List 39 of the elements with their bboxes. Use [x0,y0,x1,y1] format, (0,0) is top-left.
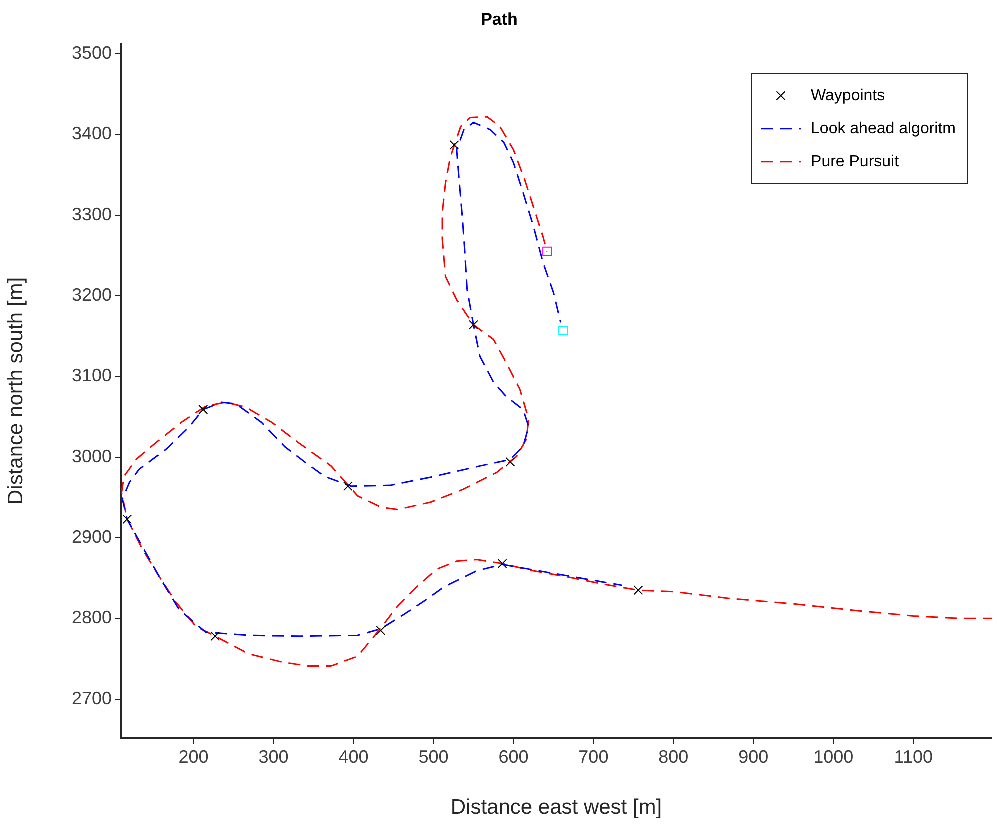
point [468,320,478,330]
x-tick-label: 1000 [814,746,854,767]
line-series [122,122,624,638]
y-tick-label: 3100 [72,366,112,386]
point [542,246,552,256]
point [634,586,644,596]
point [450,140,460,150]
x-tick-label: 500 [418,746,449,767]
x-tick-label: 200 [178,746,209,767]
x-tick-label: 900 [738,746,769,767]
legend-label: Look ahead algoritm [811,120,956,138]
y-tick-label: 3200 [72,285,112,305]
chart-title: Path [481,10,518,29]
y-tick-label: 3300 [72,204,112,224]
point [210,632,220,642]
x-tick-label: 1100 [894,746,933,767]
x-axis-title: Distance east west [m] [450,796,662,820]
legend-label: Waypoints [811,87,886,104]
x-tick-label: 300 [258,746,289,767]
point [122,514,132,524]
point [376,626,386,636]
point [343,482,353,492]
y-tick-label: 2900 [72,526,112,547]
point [498,559,508,569]
y-axis-title: Distance north south [m] [4,277,28,506]
y-tick-label: 3000 [72,446,112,466]
x-tick-label: 800 [658,746,689,767]
point [558,326,568,336]
point [506,457,516,467]
x-tick-label: 700 [578,746,609,767]
x-tick-label: 400 [338,746,369,767]
y-tick-label: 2800 [72,608,112,628]
y-tick-label: 2700 [72,688,112,708]
y-tick-label: 3500 [72,43,112,64]
x-tick-label: 600 [498,746,529,767]
line-series [121,116,992,667]
legend-label: Pure Pursuit [811,153,900,170]
y-tick-label: 3400 [72,124,112,144]
point [198,405,208,414]
